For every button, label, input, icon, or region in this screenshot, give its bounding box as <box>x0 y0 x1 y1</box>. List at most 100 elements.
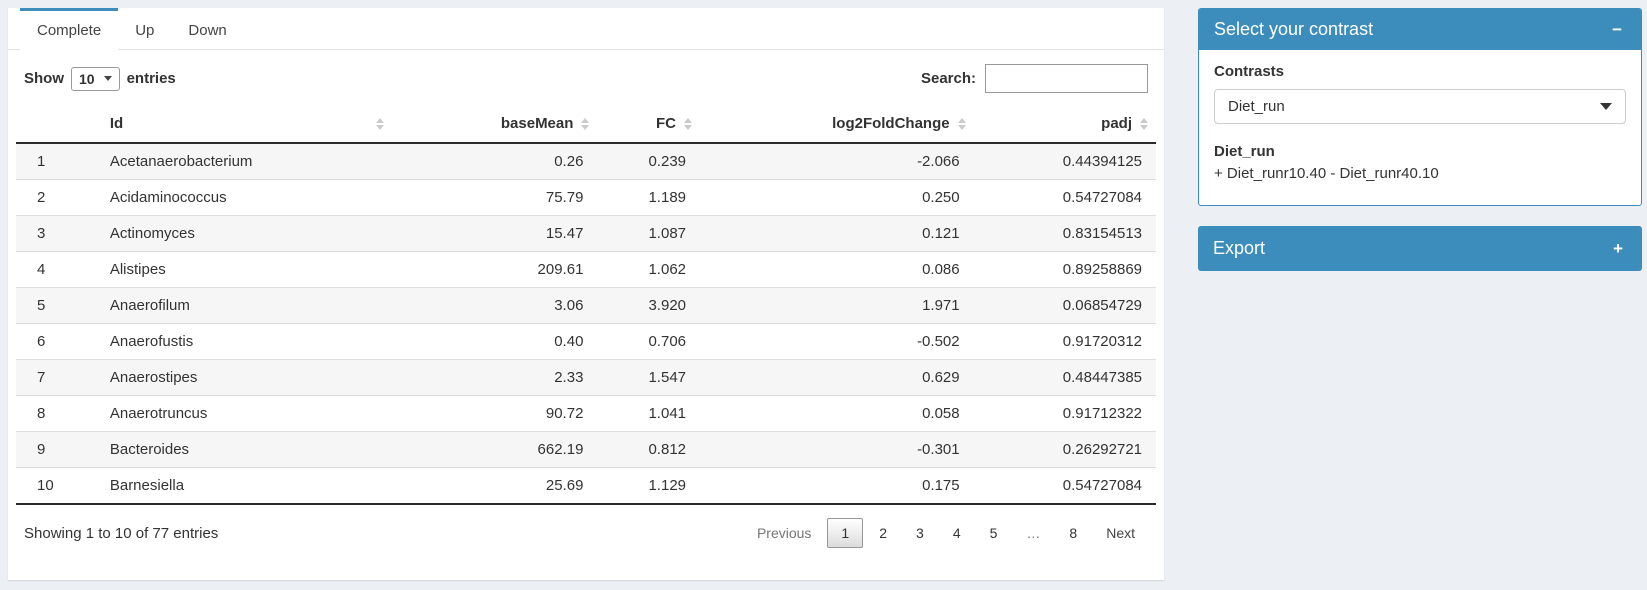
header-padj[interactable]: padj <box>974 105 1156 143</box>
id-cell: Anaerofilum <box>96 288 392 324</box>
table-row: 8Anaerotruncus90.721.0410.0580.91712322 <box>16 396 1156 432</box>
contrast-select[interactable]: Diet_run <box>1214 89 1626 124</box>
row-index-cell: 2 <box>16 180 96 216</box>
table-info: Showing 1 to 10 of 77 entries <box>24 525 218 542</box>
id-cell: Anaerostipes <box>96 360 392 396</box>
row-index-cell: 1 <box>16 143 96 180</box>
padj-cell: 0.48447385 <box>974 360 1156 396</box>
id-cell: Alistipes <box>96 252 392 288</box>
padj-cell: 0.83154513 <box>974 216 1156 252</box>
table-row: 1Acetanaerobacterium0.260.239-2.0660.443… <box>16 143 1156 180</box>
contrast-box-header: Select your contrast − <box>1199 9 1641 50</box>
sort-icon <box>581 118 589 130</box>
sort-icon <box>376 118 384 130</box>
select-caret-icon <box>104 76 112 81</box>
pagination-page-1[interactable]: 1 <box>827 518 863 548</box>
export-box-title: Export <box>1213 238 1265 259</box>
table-controls: Show 10 entries Search: <box>24 64 1148 93</box>
chevron-down-icon <box>1600 103 1612 110</box>
contrast-detail: Diet_run + Diet_runr10.40 - Diet_runr40.… <box>1214 141 1626 185</box>
table-body: 1Acetanaerobacterium0.260.239-2.0660.443… <box>16 143 1156 504</box>
id-cell: Anaerofustis <box>96 324 392 360</box>
fc-cell: 1.189 <box>597 180 700 216</box>
log2fc-cell: 0.086 <box>700 252 974 288</box>
fc-cell: 1.087 <box>597 216 700 252</box>
contrast-box-title: Select your contrast <box>1214 19 1373 40</box>
contrast-detail-text: + Diet_runr10.40 - Diet_runr40.10 <box>1214 163 1626 185</box>
pagination-page-8[interactable]: 8 <box>1056 519 1090 547</box>
table-search: Search: <box>921 64 1148 93</box>
basemean-cell: 90.72 <box>392 396 597 432</box>
row-index-cell: 4 <box>16 252 96 288</box>
tab-content: Show 10 entries Search: <box>8 50 1164 580</box>
header-padj-label: padj <box>1101 115 1132 132</box>
pagination-page-2[interactable]: 2 <box>866 519 900 547</box>
log2fc-cell: -0.301 <box>700 432 974 468</box>
header-log2foldchange[interactable]: log2FoldChange <box>700 105 974 143</box>
id-cell: Actinomyces <box>96 216 392 252</box>
contrast-box: Select your contrast − Contrasts Diet_ru… <box>1198 8 1642 206</box>
fc-cell: 1.129 <box>597 468 700 505</box>
page-length-value: 10 <box>79 71 95 87</box>
contrast-box-body: Contrasts Diet_run Diet_run + Diet_runr1… <box>1199 50 1641 205</box>
padj-cell: 0.26292721 <box>974 432 1156 468</box>
basemean-cell: 75.79 <box>392 180 597 216</box>
page-length-select[interactable]: 10 <box>71 67 120 91</box>
expand-plus-icon[interactable]: + <box>1609 238 1627 259</box>
padj-cell: 0.89258869 <box>974 252 1156 288</box>
pagination-previous[interactable]: Previous <box>744 519 824 547</box>
basemean-cell: 15.47 <box>392 216 597 252</box>
show-label: Show <box>24 70 64 87</box>
entries-label: entries <box>127 70 176 87</box>
table-row: 2Acidaminococcus75.791.1890.2500.5472708… <box>16 180 1156 216</box>
contrast-detail-title: Diet_run <box>1214 141 1626 163</box>
pagination-page-4[interactable]: 4 <box>940 519 974 547</box>
pagination-page-5[interactable]: 5 <box>977 519 1011 547</box>
header-basemean[interactable]: baseMean <box>392 105 597 143</box>
row-index-cell: 7 <box>16 360 96 396</box>
log2fc-cell: 0.121 <box>700 216 974 252</box>
page-length-control: Show 10 entries <box>24 67 176 91</box>
basemean-cell: 0.26 <box>392 143 597 180</box>
table-row: 4Alistipes209.611.0620.0860.89258869 <box>16 252 1156 288</box>
row-index-cell: 8 <box>16 396 96 432</box>
id-cell: Bacteroides <box>96 432 392 468</box>
basemean-cell: 25.69 <box>392 468 597 505</box>
contrast-select-value: Diet_run <box>1228 98 1285 115</box>
export-box: Export + <box>1198 226 1642 271</box>
padj-cell: 0.54727084 <box>974 468 1156 505</box>
header-id-label: Id <box>110 115 123 132</box>
tab-down[interactable]: Down <box>171 8 243 50</box>
tab-up[interactable]: Up <box>118 8 171 50</box>
contrasts-label: Contrasts <box>1214 63 1626 80</box>
tab-complete[interactable]: Complete <box>20 8 118 50</box>
sort-icon <box>958 118 966 130</box>
log2fc-cell: 0.175 <box>700 468 974 505</box>
table-row: 3Actinomyces15.471.0870.1210.83154513 <box>16 216 1156 252</box>
pagination-page-3[interactable]: 3 <box>903 519 937 547</box>
sort-icon <box>684 118 692 130</box>
header-fc[interactable]: FC <box>597 105 700 143</box>
search-input[interactable] <box>985 64 1148 93</box>
row-index-cell: 6 <box>16 324 96 360</box>
header-id[interactable]: Id <box>96 105 392 143</box>
log2fc-cell: 0.250 <box>700 180 974 216</box>
sort-icon <box>1140 118 1148 130</box>
sidebar: Select your contrast − Contrasts Diet_ru… <box>1198 8 1642 271</box>
collapse-minus-icon[interactable]: − <box>1608 19 1626 40</box>
header-basemean-label: baseMean <box>501 115 574 132</box>
fc-cell: 0.812 <box>597 432 700 468</box>
results-table: Id baseMean <box>16 105 1156 505</box>
pagination-next[interactable]: Next <box>1093 519 1148 547</box>
log2fc-cell: -2.066 <box>700 143 974 180</box>
row-index-cell: 3 <box>16 216 96 252</box>
id-cell: Barnesiella <box>96 468 392 505</box>
padj-cell: 0.91720312 <box>974 324 1156 360</box>
fc-cell: 0.706 <box>597 324 700 360</box>
table-row: 7Anaerostipes2.331.5470.6290.48447385 <box>16 360 1156 396</box>
pagination-pages: 12345…8 <box>824 518 1090 548</box>
page: Complete Up Down Show 10 entries Search: <box>0 0 1647 590</box>
id-cell: Acidaminococcus <box>96 180 392 216</box>
fc-cell: 1.062 <box>597 252 700 288</box>
id-cell: Anaerotruncus <box>96 396 392 432</box>
